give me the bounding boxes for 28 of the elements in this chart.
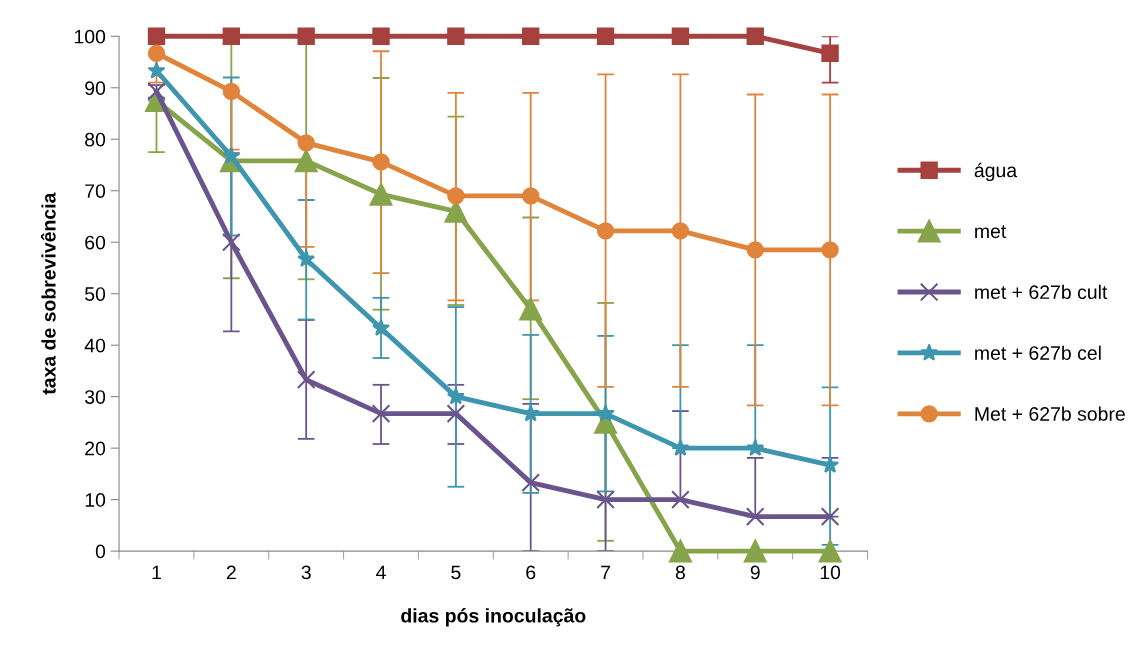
legend-label: met + 627b cult <box>975 284 1108 300</box>
x-tick-label: 8 <box>675 565 685 580</box>
y-tick-label: 70 <box>85 184 106 198</box>
y-tick-label: 50 <box>85 287 106 301</box>
legend-label: met <box>975 225 1007 239</box>
legend-label: água <box>974 162 1018 182</box>
y-tick-label: 20 <box>85 441 106 456</box>
x-axis-title: dias pós inoculação <box>401 608 586 627</box>
y-tick-label: 40 <box>84 338 106 353</box>
y-tick-label: 100 <box>74 29 106 44</box>
x-tick-label: 6 <box>526 565 536 580</box>
legend-label: Met + 627b sobre <box>975 406 1125 421</box>
y-axis-title: taxa de sobrevivência <box>41 192 56 395</box>
y-tick-label: 90 <box>85 81 106 96</box>
x-tick-label: 2 <box>226 565 236 580</box>
y-tick-label: 80 <box>85 132 106 147</box>
x-tick-label: 10 <box>820 565 841 580</box>
y-tick-label: 10 <box>85 493 106 507</box>
x-tick-label: 3 <box>301 565 311 580</box>
y-tick-label: 30 <box>84 390 106 404</box>
legend-label: met + 627b cel <box>975 345 1101 360</box>
x-tick-label: 7 <box>601 565 610 580</box>
x-tick-label: 5 <box>451 565 461 580</box>
x-tick-label: 1 <box>152 565 161 580</box>
x-tick-label: 9 <box>750 565 760 580</box>
x-tick-label: 4 <box>376 565 386 580</box>
y-tick-label: 60 <box>85 235 106 250</box>
y-tick-label: 0 <box>95 544 106 559</box>
